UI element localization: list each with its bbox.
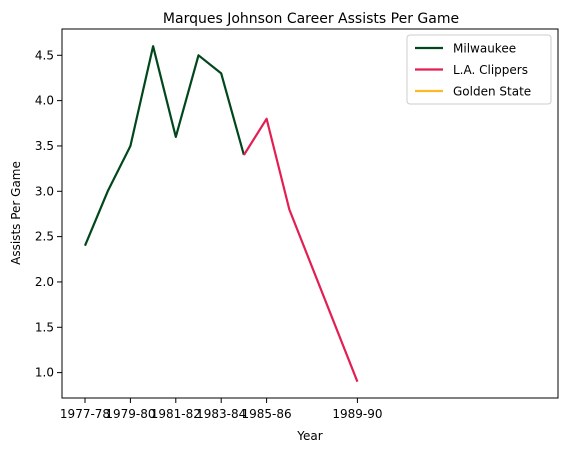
y-tick-label: 4.0 — [35, 94, 54, 108]
x-axis-label: Year — [296, 429, 322, 443]
y-axis-label: Assists Per Game — [9, 161, 23, 265]
series-line-0 — [83, 45, 245, 247]
y-tick-label: 3.5 — [35, 139, 54, 153]
plot-frame — [61, 28, 559, 399]
y-tick-label: 1.5 — [35, 320, 54, 334]
y-axis: 1.0 1.5 2.0 2.5 3.0 3.5 4.0 4.5 — [35, 48, 62, 380]
y-tick-label: 4.5 — [35, 48, 54, 62]
x-tick-label: 1977-78 — [60, 407, 110, 421]
plot-lines — [83, 45, 359, 383]
x-tick-label: 1981-82 — [151, 407, 201, 421]
legend: Milwaukee L.A. Clippers Golden State — [406, 34, 552, 105]
x-tick-label: 1985-86 — [242, 407, 292, 421]
y-tick-label: 2.5 — [35, 230, 54, 244]
legend-label: Golden State — [453, 85, 531, 99]
x-tick-label: 1983-84 — [196, 407, 246, 421]
legend-label: L.A. Clippers — [453, 63, 528, 77]
y-tick-label: 2.0 — [35, 275, 54, 289]
series-line-1 — [242, 117, 359, 383]
legend-label: Milwaukee — [453, 42, 516, 56]
x-tick-label: 1979-80 — [105, 407, 155, 421]
chart-title: Marques Johnson Career Assists Per Game — [163, 11, 459, 27]
y-tick-label: 1.0 — [35, 366, 54, 380]
x-tick-label: 1989-90 — [332, 407, 382, 421]
legend-box — [406, 34, 552, 105]
y-tick-label: 3.0 — [35, 184, 54, 198]
